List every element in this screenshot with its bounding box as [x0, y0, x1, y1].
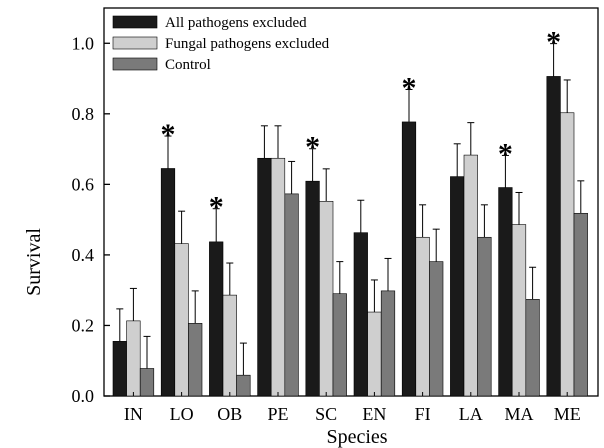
error-bars: [116, 43, 585, 376]
x-tick-label: MA: [504, 404, 533, 424]
axes: 0.0 0.2 0.4 0.6 0.8 1.0 IN LO OB PE SC EN FI LA MA ME: [72, 33, 581, 424]
x-tick-label: LO: [170, 404, 194, 424]
x-tick-label: FI: [415, 404, 431, 424]
bar: [477, 236, 492, 397]
bar: [367, 311, 382, 397]
bar: [174, 243, 189, 397]
bar: [319, 200, 334, 397]
x-tick-label: ME: [554, 404, 581, 424]
bar: [415, 236, 430, 397]
bar: [236, 374, 251, 397]
x-tick-label: IN: [124, 404, 143, 424]
significance-asterisk: *: [402, 71, 417, 104]
y-tick-label: 0.0: [72, 386, 95, 406]
significance-asterisk: *: [305, 131, 320, 164]
bar: [511, 224, 527, 397]
bar: [139, 368, 155, 397]
y-tick-label: 1.0: [72, 33, 95, 53]
bar: [222, 294, 237, 397]
bar: [498, 187, 513, 397]
y-tick-label: 0.6: [72, 174, 95, 194]
bar: [525, 299, 540, 397]
x-tick-label: PE: [267, 404, 288, 424]
bar: [160, 168, 176, 397]
x-tick-label: EN: [362, 404, 386, 424]
bar: [353, 232, 368, 397]
legend-label: Fungal pathogens excluded: [165, 36, 330, 52]
bar: [429, 261, 444, 397]
legend-label: Control: [165, 57, 211, 73]
bar: [305, 180, 320, 397]
bar: [463, 154, 478, 397]
bar: [450, 176, 465, 397]
bar: [270, 157, 286, 397]
x-tick-label: OB: [217, 404, 242, 424]
plot-area: [103, 7, 599, 397]
bar: [257, 157, 272, 397]
bar: [560, 112, 575, 397]
significance-asterisk: *: [546, 26, 561, 59]
legend-swatch: [112, 57, 158, 71]
legend: All pathogens excluded Fungal pathogens e…: [112, 15, 330, 73]
legend-swatch: [112, 36, 158, 50]
x-axis-label: Species: [326, 426, 387, 448]
y-tick-label: 0.2: [72, 315, 95, 335]
bar: [188, 323, 203, 397]
bar: [573, 212, 588, 397]
significance-asterisk: *: [161, 118, 176, 151]
bar: [380, 290, 396, 397]
bar: [284, 193, 299, 397]
bars: [112, 76, 588, 397]
bar: [332, 293, 347, 397]
bar: [126, 320, 141, 397]
y-tick-label: 0.8: [72, 104, 95, 124]
legend-swatch: [112, 15, 158, 29]
bar: [209, 241, 224, 397]
significance-asterisk: *: [498, 137, 513, 170]
x-tick-label: LA: [459, 404, 483, 424]
y-tick-label: 0.4: [72, 245, 95, 265]
legend-label: All pathogens excluded: [165, 15, 307, 31]
x-tick-label: SC: [315, 404, 337, 424]
bar: [546, 76, 561, 397]
significance-markers: * * * * * *: [161, 26, 562, 224]
y-axis-label: Survival: [23, 228, 45, 296]
bar: [112, 341, 127, 397]
plot-frame: [103, 7, 599, 397]
bar: [401, 121, 417, 397]
significance-asterisk: *: [209, 191, 224, 224]
